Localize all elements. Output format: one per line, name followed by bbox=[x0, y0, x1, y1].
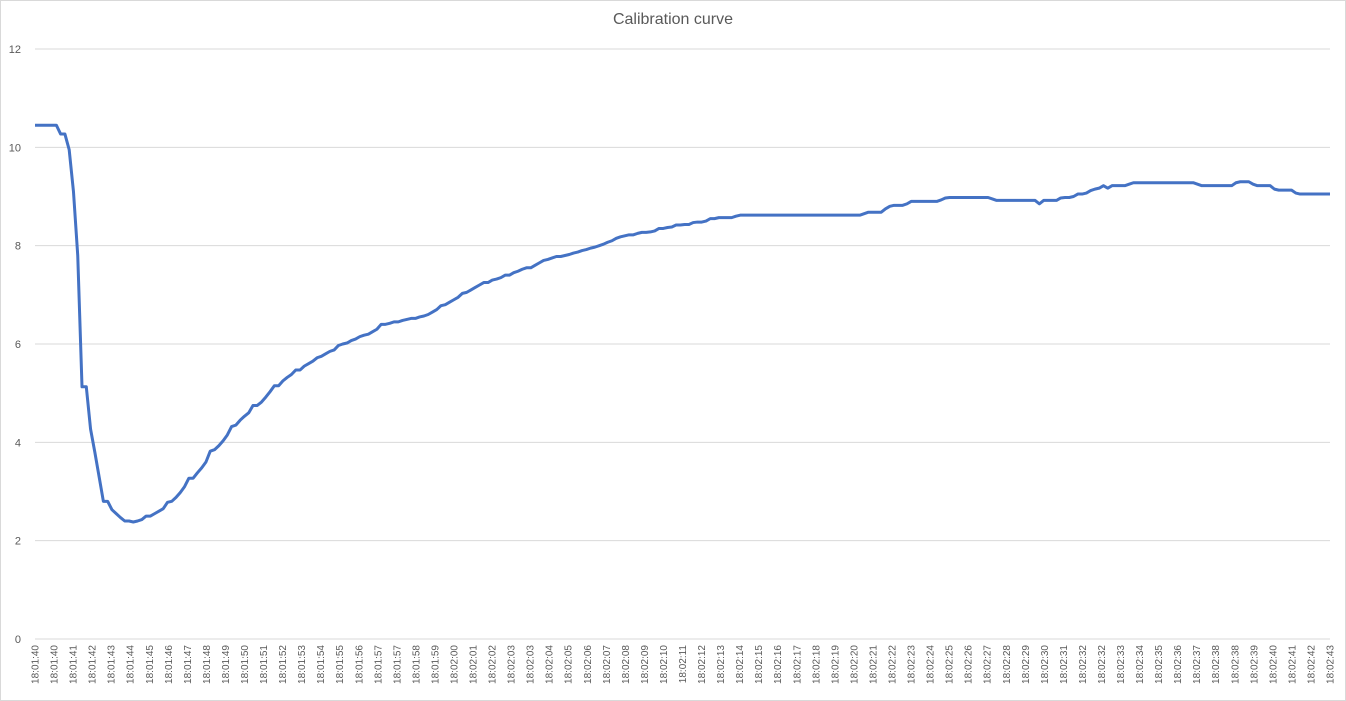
x-tick-label: 18:02:38 bbox=[1230, 645, 1241, 684]
x-tick-label: 18:01:51 bbox=[259, 645, 270, 684]
x-tick-label: 18:02:20 bbox=[849, 645, 860, 684]
x-tick-label: 18:02:10 bbox=[659, 645, 670, 684]
x-tick-label: 18:01:46 bbox=[164, 645, 175, 684]
x-tick-label: 18:02:05 bbox=[564, 645, 575, 684]
x-tick-label: 18:02:25 bbox=[945, 645, 956, 684]
x-tick-label: 18:02:13 bbox=[716, 645, 727, 684]
x-tick-label: 18:02:32 bbox=[1097, 645, 1108, 684]
x-tick-label: 18:02:01 bbox=[469, 645, 480, 684]
x-tick-label: 18:02:28 bbox=[1002, 645, 1013, 684]
x-tick-label: 18:02:03 bbox=[507, 645, 518, 684]
x-tick-label: 18:02:41 bbox=[1287, 645, 1298, 684]
series-line bbox=[35, 123, 1330, 524]
x-tick-label: 18:02:37 bbox=[1192, 645, 1203, 684]
x-tick-label: 18:02:03 bbox=[526, 645, 537, 684]
y-tick-label: 6 bbox=[15, 339, 21, 351]
x-tick-label: 18:01:41 bbox=[69, 645, 80, 684]
x-tick-label: 18:02:34 bbox=[1135, 645, 1146, 684]
x-tick-label: 18:02:07 bbox=[602, 645, 613, 684]
x-tick-label: 18:01:45 bbox=[145, 645, 156, 684]
x-tick-label: 18:02:02 bbox=[488, 645, 499, 684]
x-tick-label: 18:02:14 bbox=[735, 645, 746, 684]
x-tick-label: 18:02:42 bbox=[1306, 645, 1317, 684]
x-tick-label: 18:02:00 bbox=[449, 645, 460, 684]
x-tick-label: 18:02:40 bbox=[1268, 645, 1279, 684]
x-tick-label: 18:02:18 bbox=[811, 645, 822, 684]
x-tick-label: 18:02:39 bbox=[1249, 645, 1260, 684]
x-tick-label: 18:02:31 bbox=[1059, 645, 1070, 684]
x-tick-label: 18:01:43 bbox=[107, 645, 118, 684]
x-tick-label: 18:01:55 bbox=[335, 645, 346, 684]
x-tick-label: 18:02:09 bbox=[640, 645, 651, 684]
x-tick-label: 18:02:32 bbox=[1078, 645, 1089, 684]
x-tick-label: 18:01:47 bbox=[183, 645, 194, 684]
x-tick-label: 18:02:08 bbox=[621, 645, 632, 684]
x-tick-label: 18:02:23 bbox=[907, 645, 918, 684]
x-tick-label: 18:01:57 bbox=[373, 645, 384, 684]
x-tick-label: 18:02:43 bbox=[1326, 645, 1337, 684]
x-tick-label: 18:02:12 bbox=[697, 645, 708, 684]
x-tick-label: 18:02:06 bbox=[583, 645, 594, 684]
x-tick-label: 18:01:40 bbox=[50, 645, 61, 684]
x-tick-label: 18:02:19 bbox=[830, 645, 841, 684]
x-tick-label: 18:02:36 bbox=[1173, 645, 1184, 684]
y-tick-label: 0 bbox=[15, 634, 21, 646]
y-tick-label: 8 bbox=[15, 241, 21, 253]
chart-title: Calibration curve bbox=[612, 11, 734, 28]
x-tick-label: 18:01:52 bbox=[278, 645, 289, 684]
x-tick-label: 18:01:58 bbox=[411, 645, 422, 684]
x-tick-label: 18:01:56 bbox=[354, 645, 365, 684]
x-tick-label: 18:02:29 bbox=[1021, 645, 1032, 684]
y-tick-label: 4 bbox=[15, 437, 21, 449]
x-tick-label: 18:01:44 bbox=[126, 645, 137, 684]
x-tick-label: 18:02:22 bbox=[887, 645, 898, 684]
x-tick-label: 18:01:42 bbox=[88, 645, 99, 684]
x-tick-label: 18:02:26 bbox=[964, 645, 975, 684]
x-tick-label: 18:02:11 bbox=[678, 645, 689, 684]
x-tick-label: 18:02:24 bbox=[926, 645, 937, 684]
x-tick-label: 18:01:49 bbox=[221, 645, 232, 684]
x-tick-label: 18:02:33 bbox=[1116, 645, 1127, 684]
x-tick-label: 18:02:21 bbox=[868, 645, 879, 684]
x-tick-label: 18:01:59 bbox=[430, 645, 441, 684]
x-tick-label: 18:02:16 bbox=[773, 645, 784, 684]
x-tick-label: 18:01:48 bbox=[202, 645, 213, 684]
x-tick-label: 18:02:38 bbox=[1211, 645, 1222, 684]
y-tick-label: 12 bbox=[9, 44, 21, 56]
x-tick-label: 18:02:35 bbox=[1154, 645, 1165, 684]
x-tick-label: 18:01:54 bbox=[316, 645, 327, 684]
x-tick-label: 18:02:30 bbox=[1040, 645, 1051, 684]
x-tick-label: 18:02:27 bbox=[983, 645, 994, 684]
x-tick-label: 18:01:40 bbox=[31, 645, 42, 684]
y-tick-label: 2 bbox=[15, 536, 21, 548]
x-tick-label: 18:01:53 bbox=[297, 645, 308, 684]
x-tick-label: 18:02:04 bbox=[545, 645, 556, 684]
x-tick-label: 18:02:17 bbox=[792, 645, 803, 684]
x-tick-label: 18:02:15 bbox=[754, 645, 765, 684]
x-tick-label: 18:01:57 bbox=[392, 645, 403, 684]
x-tick-label: 18:01:50 bbox=[240, 645, 251, 684]
y-tick-label: 10 bbox=[9, 142, 21, 154]
